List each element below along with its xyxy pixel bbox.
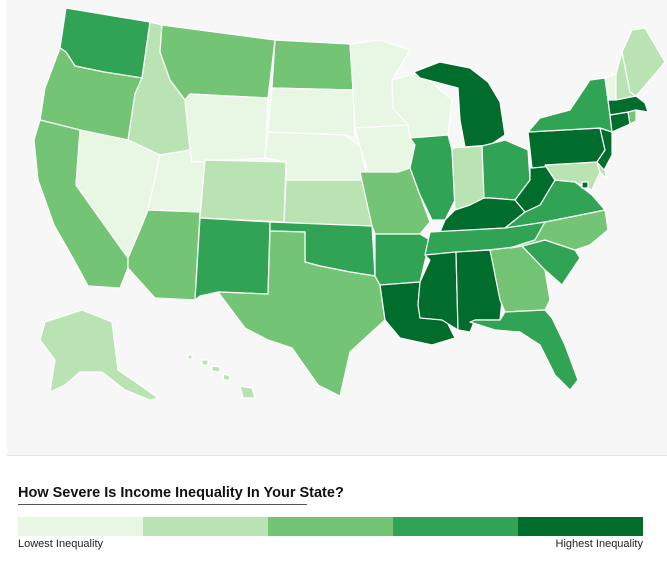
- state-ma[interactable]: [607, 95, 649, 116]
- legend-title: How Severe Is Income Inequality In Your …: [18, 485, 344, 505]
- legend-high-label: Highest Inequality: [555, 538, 643, 550]
- state-sd[interactable]: [267, 87, 356, 139]
- state-mo[interactable]: [359, 167, 431, 235]
- state-wy[interactable]: [184, 93, 269, 163]
- state-co[interactable]: [199, 159, 287, 223]
- legend-swatch-3: [268, 517, 393, 536]
- state-nc[interactable]: [509, 209, 609, 251]
- legend-swatch-4: [393, 517, 518, 536]
- state-ak[interactable]: [39, 309, 159, 401]
- legend-swatch-1: [18, 517, 143, 536]
- map-svg: [33, 7, 666, 401]
- state-ny[interactable]: [527, 77, 613, 133]
- legend-low-label: Lowest Inequality: [18, 538, 103, 550]
- state-dc[interactable]: [581, 181, 589, 189]
- legend-color-scale: [18, 517, 643, 536]
- state-nm[interactable]: [194, 217, 271, 301]
- state-hi[interactable]: [187, 354, 256, 399]
- legend-swatch-2: [143, 517, 268, 536]
- state-il[interactable]: [409, 134, 456, 221]
- state-tx[interactable]: [217, 230, 386, 397]
- legend-swatch-5: [518, 517, 643, 536]
- state-fl[interactable]: [469, 309, 579, 391]
- us-choropleth-map: [7, 0, 667, 456]
- state-me[interactable]: [621, 27, 666, 97]
- state-nd[interactable]: [271, 39, 354, 91]
- state-mt[interactable]: [159, 24, 276, 101]
- state-ks[interactable]: [283, 179, 373, 227]
- state-mi[interactable]: [413, 61, 506, 148]
